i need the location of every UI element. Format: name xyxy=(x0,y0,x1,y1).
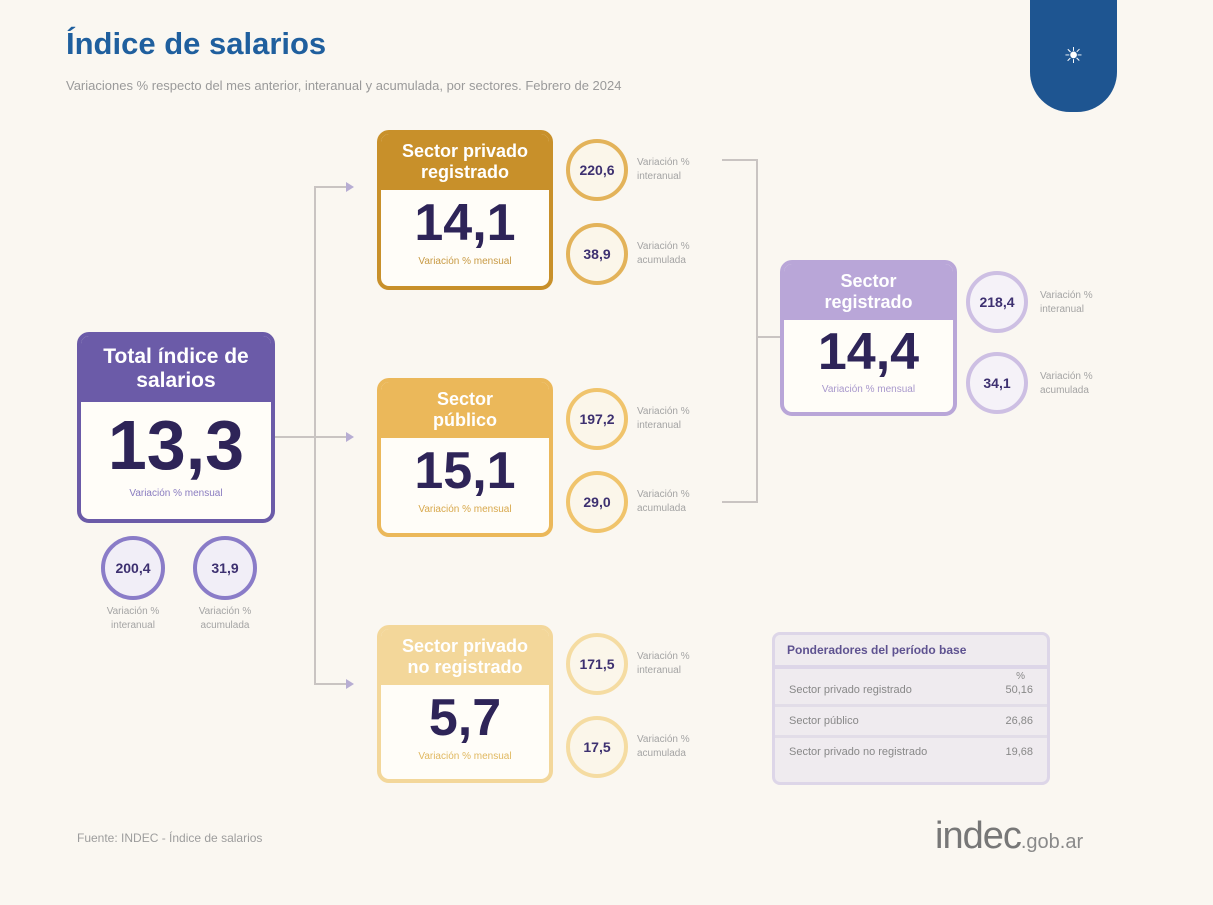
publico-interanual: 197,2 xyxy=(566,388,628,450)
site-name: indec xyxy=(935,815,1022,857)
interanual-label: Variación % interanual xyxy=(637,406,690,431)
table-row: Sector privado no registrado 19,68 xyxy=(775,738,1047,766)
card-title: Sector privado no registrado xyxy=(381,629,549,685)
connector xyxy=(756,159,758,503)
privado-registrado-acumulada: 38,9 xyxy=(566,223,628,285)
card-value: 15,1 xyxy=(414,442,516,500)
card-value: 13,3 xyxy=(107,406,245,484)
acumulada-label: Variación % acumulada xyxy=(637,241,690,266)
acumulada-label: Variación % acumulada xyxy=(1040,371,1093,396)
no-registrado-interanual: 171,5 xyxy=(566,633,628,695)
row-label: Sector privado registrado xyxy=(789,684,912,696)
total-acumulada: 31,9 xyxy=(193,536,257,600)
table-row: Sector público 26,86 xyxy=(775,707,1047,738)
indec-emblem-icon: ☀ xyxy=(1030,0,1117,112)
acumulada-label: Variación % acumulada xyxy=(637,489,690,514)
card-label: Variación % mensual xyxy=(418,256,512,267)
card-title: Sector público xyxy=(381,382,549,438)
publico-acumulada: 29,0 xyxy=(566,471,628,533)
card-title: Sector registrado xyxy=(784,264,953,320)
interanual-label: Variación % interanual xyxy=(1040,290,1093,315)
privado-registrado-card: Sector privado registrado 14,1 Variación… xyxy=(377,130,553,290)
table-unit: % xyxy=(1016,671,1025,682)
card-value: 5,7 xyxy=(428,689,502,747)
interanual-label: Variación % interanual xyxy=(637,157,690,182)
connector xyxy=(315,683,347,685)
arrow-icon xyxy=(346,679,354,689)
total-interanual-label: Variación % interanual xyxy=(106,606,160,631)
card-value: 14,4 xyxy=(817,323,920,381)
row-value: 19,68 xyxy=(1005,746,1033,758)
registrado-interanual: 218,4 xyxy=(966,271,1028,333)
indec-site-logo: indec.gob.ar xyxy=(935,815,1083,858)
publico-card: Sector público 15,1 Variación % mensual xyxy=(377,378,553,537)
row-label: Sector público xyxy=(789,715,859,727)
interanual-label: Variación % interanual xyxy=(637,651,690,676)
card-label: Variación % mensual xyxy=(821,384,916,395)
registrado-acumulada: 34,1 xyxy=(966,352,1028,414)
connector xyxy=(314,186,316,685)
connector xyxy=(315,436,347,438)
connector xyxy=(722,501,757,503)
connector xyxy=(315,186,347,188)
row-value: 50,16 xyxy=(1005,684,1033,696)
privado-registrado-interanual: 220,6 xyxy=(566,139,628,201)
card-label: Variación % mensual xyxy=(418,504,512,515)
table-row: Sector privado registrado 50,16 xyxy=(775,682,1047,707)
card-title: Sector privado registrado xyxy=(381,134,549,190)
weights-table: Ponderadores del período base % Sector p… xyxy=(772,632,1050,785)
card-label: Variación % mensual xyxy=(418,751,512,762)
source-note: Fuente: INDEC - Índice de salarios xyxy=(77,831,263,845)
connector xyxy=(722,159,757,161)
registrado-card: Sector registrado 14,4 Variación % mensu… xyxy=(780,260,957,416)
acumulada-label: Variación % acumulada xyxy=(637,734,690,759)
connector xyxy=(275,436,315,438)
card-label: Variación % mensual xyxy=(129,488,223,499)
row-label: Sector privado no registrado xyxy=(789,746,928,758)
connector xyxy=(757,336,780,338)
total-card: Total índice de salarios 13,3 Variación … xyxy=(77,332,275,523)
page-subtitle: Variaciones % respecto del mes anterior,… xyxy=(66,78,622,93)
card-value: 14,1 xyxy=(414,194,516,252)
total-acumulada-label: Variación % acumulada xyxy=(198,606,252,631)
arrow-icon xyxy=(346,182,354,192)
arrow-icon xyxy=(346,432,354,442)
table-title: Ponderadores del período base xyxy=(775,635,1047,669)
total-interanual: 200,4 xyxy=(101,536,165,600)
no-registrado-card: Sector privado no registrado 5,7 Variaci… xyxy=(377,625,553,783)
row-value: 26,86 xyxy=(1005,715,1033,727)
site-suffix: .gob.ar xyxy=(1020,831,1084,853)
no-registrado-acumulada: 17,5 xyxy=(566,716,628,778)
page-title: Índice de salarios xyxy=(66,26,327,61)
card-title: Total índice de salarios xyxy=(81,336,271,402)
